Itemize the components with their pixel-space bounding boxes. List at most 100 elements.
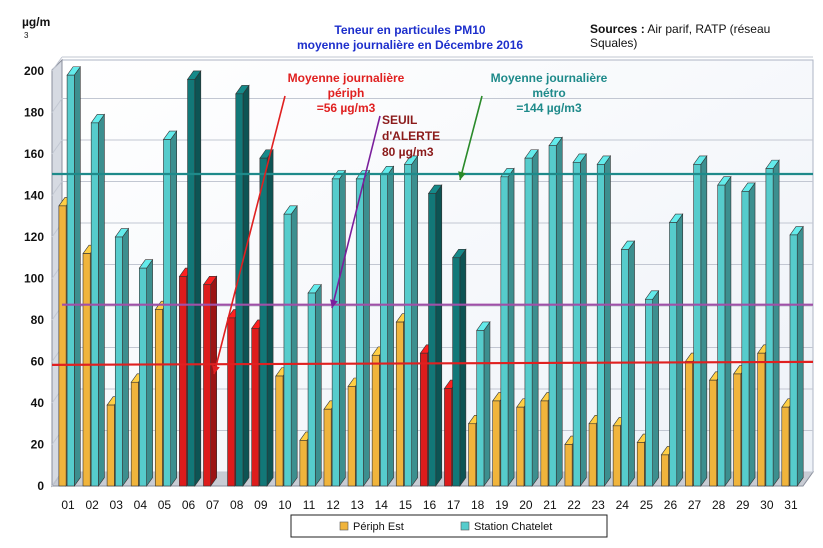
y-tick-label: 20 [31,438,45,452]
y-tick-label: 80 [31,313,45,327]
chart-title-line-2: moyenne journalière en Décembre 2016 [297,38,523,52]
legend: Périph Est Station Chatelet [290,514,608,538]
x-tick-label: 27 [688,498,702,512]
arrow-periph-head [212,365,220,374]
bar-periph-est-02-front [82,253,91,487]
bar-station-chatelet-12 [331,169,346,487]
bar-station-chatelet-23 [596,155,612,487]
bar-station-chatelet-19-front [500,176,509,487]
y-tick-label: 40 [31,396,45,410]
y-tick-label: 200 [24,64,44,78]
bar-periph-est-15-front [395,321,404,487]
bar-periph-est-26-front [661,454,669,487]
bar-station-chatelet-15-side [411,155,418,487]
bar-station-chatelet-08 [235,84,250,487]
bar-station-chatelet-14-front [380,174,388,487]
bar-station-chatelet-17-front [452,257,461,487]
sources-text: Sources : Air parif, RATP (réseau [590,22,770,36]
chart-title-line-1: Teneur en particules PM10 [334,23,485,37]
bar-periph-est-23-front [588,423,597,487]
bar-periph-est-24-front [612,425,621,487]
bar-station-chatelet-09-front [259,157,268,487]
gridline-side [51,139,63,155]
x-tick-label: 01 [61,498,75,512]
bar-station-chatelet-11-front [307,292,316,487]
bar-station-chatelet-06 [186,69,202,487]
gridline-side [51,181,63,196]
legend-label-station-chatelet: Station Chatelet [474,521,552,533]
bar-periph-est-21-front [540,400,549,487]
bar-station-chatelet-28 [717,175,732,487]
bar-station-chatelet-26 [668,213,684,487]
bar-station-chatelet-03-front [114,236,123,487]
x-tick-label: 11 [303,498,316,512]
arrow-metro [459,95,483,181]
annotation-arrows [212,95,483,375]
bar-station-chatelet-14 [379,165,395,487]
annotation-periph-line-3: =56 µg/m3 [317,101,376,115]
bar-station-chatelet-17-side [459,248,467,487]
bar-station-chatelet-10-front [283,213,292,487]
bar-station-chatelet-18-front [476,330,485,487]
annotation-metro-line-1: Moyenne journalière [491,71,608,85]
legend-swatch-periph-est [339,521,349,531]
bar-station-chatelet-30 [765,159,780,487]
y-axis-label: µg/m [22,15,50,29]
bar-station-chatelet-13 [355,169,371,487]
bar-station-chatelet-01-side [74,65,81,487]
x-tick-label: 10 [278,498,292,512]
annotation-alert-line-2: d'ALERTE [382,129,440,143]
bar-station-chatelet-27 [693,155,708,487]
x-tick-label: 16 [423,498,437,512]
reference-lines [51,172,814,366]
x-tick-label: 15 [399,498,413,512]
bar-station-chatelet-16-front [428,193,437,487]
bar-station-chatelet-05 [162,130,178,487]
bar-station-chatelet-15-front [404,164,412,487]
annotation-alert-line-3: 80 µg/m3 [382,145,434,159]
x-tick-label: 13 [351,498,365,512]
bar-periph-est-08-front [227,317,236,487]
bar-station-chatelet-27-side [700,155,708,487]
annotation-periph: Moyenne journalière périph =56 µg/m3 [288,71,405,115]
x-tick-label: 19 [495,498,509,512]
bar-station-chatelet-15 [403,155,419,487]
gridline-side [51,98,63,113]
bar-station-chatelet-11 [307,283,322,487]
x-tick-label: 30 [760,498,774,512]
y-tick-label: 160 [24,147,44,161]
reference-line [51,360,814,366]
x-tick-label: 24 [616,498,630,512]
bar-periph-est-22-front [564,444,573,487]
bar-periph-est-19-front [492,400,501,487]
sources-label: Sources : [590,22,645,36]
x-tick-label: 07 [206,498,220,512]
bar-station-chatelet-30-side [772,159,780,487]
bar-station-chatelet-12-front [331,178,340,487]
bar-periph-est-25-front [636,442,645,487]
bar-station-chatelet-01-front [66,74,75,487]
bar-periph-est-29-front [733,373,742,487]
bar-periph-est-07-side [210,275,218,487]
bar-station-chatelet-22-side [580,152,587,487]
y-axis-ticks: 0 20 40 60 80 100 120 140 160 180 200 [24,64,44,493]
bar-station-chatelet-18 [476,321,491,487]
bar-station-chatelet-18-side [483,321,491,487]
bar-periph-est-01-front [58,205,67,487]
x-tick-label: 18 [471,498,485,512]
bar-station-chatelet-13-front [355,178,364,487]
bar-station-chatelet-27-front [693,164,702,487]
bar-station-chatelet-22 [572,152,587,487]
x-tick-label: 28 [712,498,726,512]
bar-periph-est-12-front [323,408,332,487]
bar-periph-est-04-front [130,381,139,487]
x-tick-label: 26 [664,498,678,512]
bar-station-chatelet-30-front [765,168,774,487]
bar-periph-est-14-front [371,354,380,487]
bars [58,65,804,487]
bar-station-chatelet-05-front [163,139,172,487]
bar-station-chatelet-06-front [187,79,196,487]
y-tick-label: 140 [24,189,44,203]
bar-station-chatelet-01 [66,65,81,487]
